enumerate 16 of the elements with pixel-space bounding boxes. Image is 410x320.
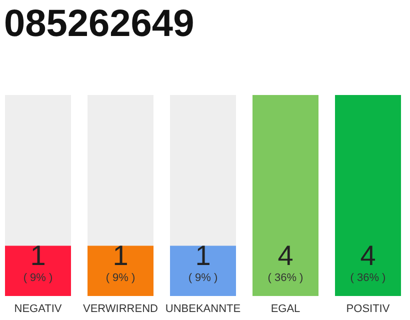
chart-title: 085262649 [4,3,194,45]
annotation: ( 9% ) [23,272,53,284]
data-label: 4 [360,240,376,271]
data-label: 4 [278,240,294,271]
x-tick-label: VERWIRREND [83,303,158,315]
data-label: 1 [30,240,46,271]
annotation: ( 9% ) [106,272,136,284]
x-tick-label: NEGATIV [14,303,62,315]
annotation: ( 9% ) [188,272,218,284]
annotation: ( 36% ) [350,272,386,284]
x-tick-label: EGAL [270,303,300,315]
data-label: 1 [195,240,211,271]
x-tick-label: UNBEKANNTE [165,303,241,315]
annotation: ( 36% ) [268,272,304,284]
x-tick-label: POSITIV [346,303,390,315]
data-label: 1 [112,240,128,271]
